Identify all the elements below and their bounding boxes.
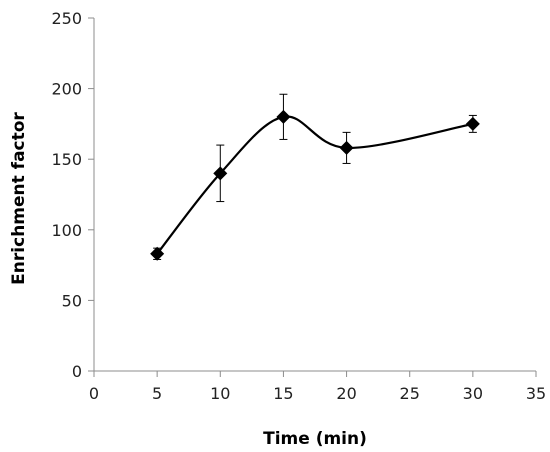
x-tick-label: 15	[273, 384, 293, 403]
y-tick-label: 100	[51, 221, 82, 240]
series-line	[156, 115, 474, 255]
x-tick-label: 0	[89, 384, 99, 403]
x-axis-title: Time (min)	[263, 429, 367, 449]
y-tick-label: 50	[62, 291, 82, 310]
data-point	[339, 140, 354, 155]
y-tick-label: 150	[51, 150, 82, 169]
y-tick-label: 0	[72, 362, 82, 381]
y-tick-label: 250	[51, 9, 82, 28]
y-tick-label: 200	[51, 80, 82, 99]
x-tick-label: 35	[526, 384, 546, 403]
x-tick-label: 30	[463, 384, 483, 403]
x-tick-label: 5	[152, 384, 162, 403]
data-point	[213, 166, 228, 181]
y-axis: 0 50 100 150 200 250	[51, 9, 95, 381]
data-point	[276, 109, 291, 124]
data-point	[465, 116, 480, 131]
data-series	[150, 93, 480, 261]
data-point	[150, 246, 165, 261]
x-tick-label: 10	[210, 384, 230, 403]
x-tick-label: 20	[336, 384, 356, 403]
x-tick-label: 25	[400, 384, 420, 403]
x-axis: 0 5 10 15 20 25 30 35	[89, 370, 546, 403]
y-axis-title: Enrichment factor	[9, 112, 29, 285]
